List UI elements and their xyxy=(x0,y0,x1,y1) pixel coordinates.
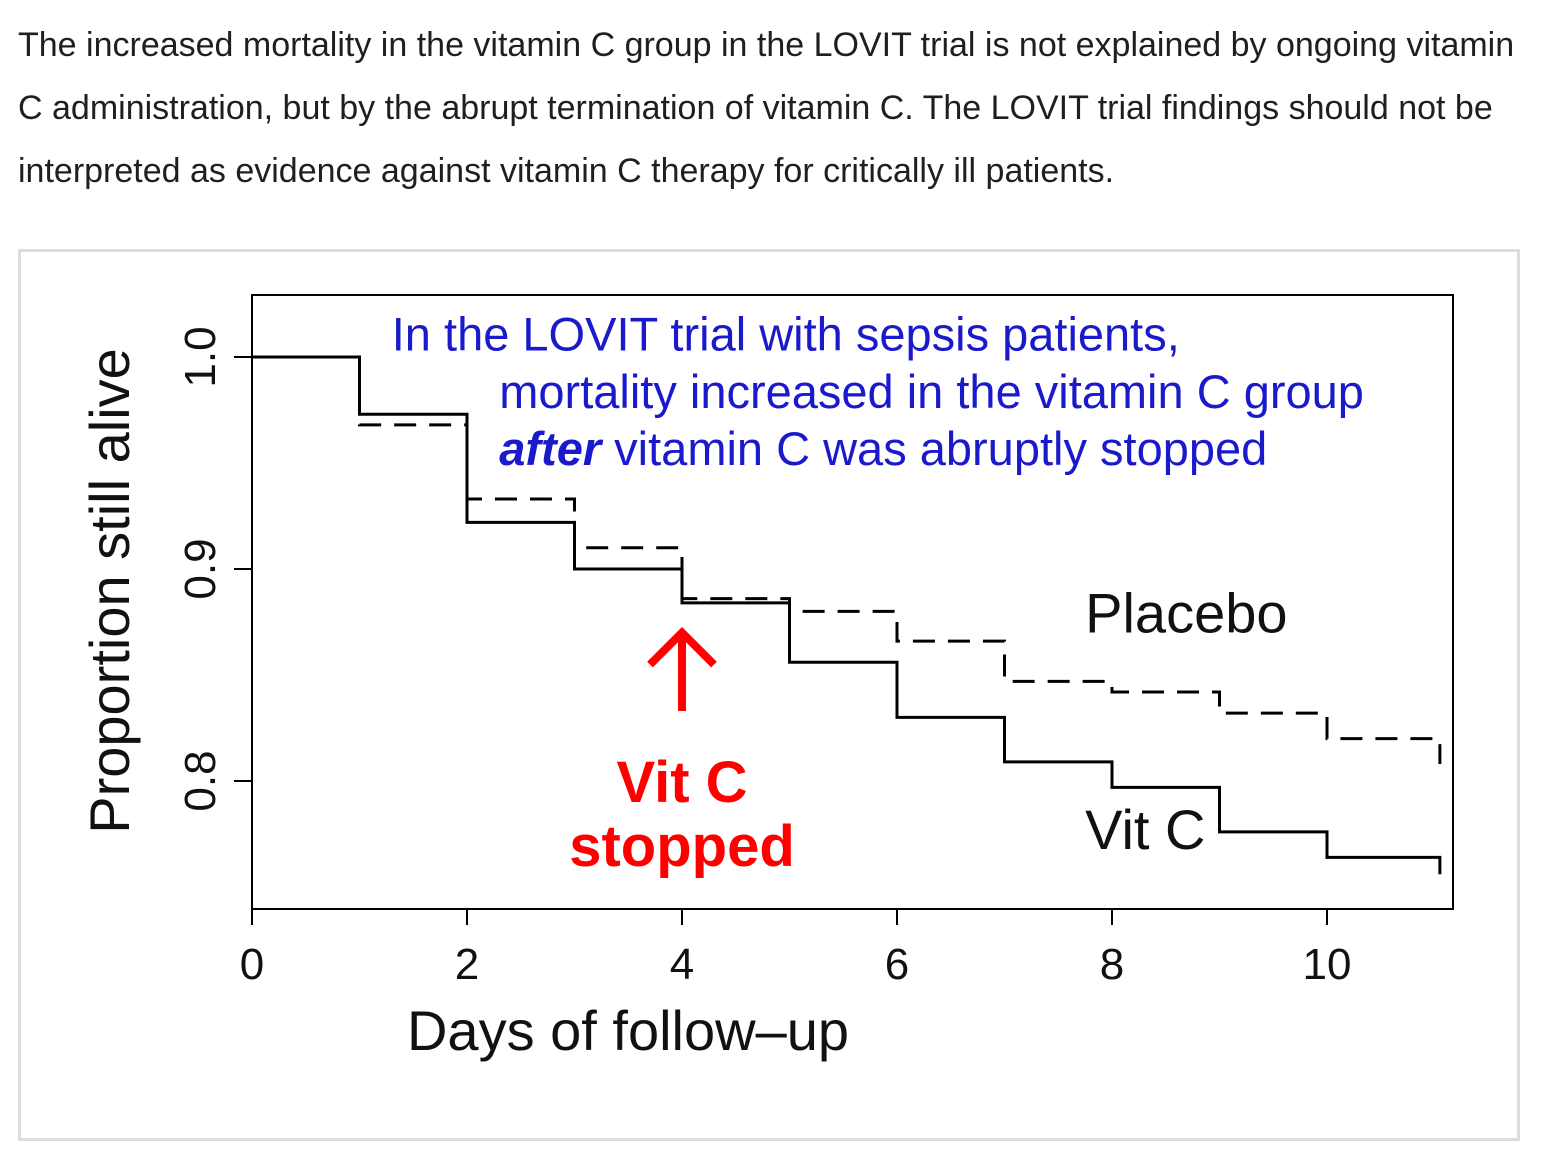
annotation-line: after vitamin C was abruptly stopped xyxy=(499,422,1267,475)
figure-frame: 0 2 4 6 8 10 0.8 0.9 1.0 Days of follow–up Proport… xyxy=(18,249,1520,1141)
stopped-label: stopped xyxy=(569,814,795,879)
annotation-line: mortality increased in the vitamin C gro… xyxy=(499,365,1364,418)
x-tick-label: 2 xyxy=(455,940,479,989)
survival-chart: 0 2 4 6 8 10 0.8 0.9 1.0 Days of follow–up Proport… xyxy=(78,294,1454,1062)
annotation-emphasis: after xyxy=(499,422,604,475)
x-tick-label: 4 xyxy=(670,940,694,989)
x-axis-label: Days of follow–up xyxy=(407,999,849,1062)
annotation-line: In the LOVIT trial with sepsis patients, xyxy=(392,308,1180,361)
intro-paragraph: The increased mortality in the vitamin C… xyxy=(18,26,1515,190)
annotation-rest: vitamin C was abruptly stopped xyxy=(601,422,1267,475)
plot-area xyxy=(251,294,1454,910)
series-line-placebo xyxy=(252,355,1442,765)
series-label: Vit C xyxy=(1085,798,1205,861)
y-tick-label: 1.0 xyxy=(176,326,225,387)
y-tick-label: 0.9 xyxy=(176,538,225,599)
y-axis-label: Proportion still alive xyxy=(78,348,141,834)
x-tick-label: 10 xyxy=(1303,940,1352,989)
stopped-label: Vit C xyxy=(616,750,747,815)
series-label: Placebo xyxy=(1085,582,1287,645)
arrow-up-icon xyxy=(647,626,717,668)
x-tick-label: 0 xyxy=(240,940,264,989)
x-tick-label: 6 xyxy=(885,940,909,989)
y-tick-label: 0.8 xyxy=(176,750,225,811)
series-line-vit-c xyxy=(252,355,1442,875)
x-tick-label: 8 xyxy=(1100,940,1124,989)
